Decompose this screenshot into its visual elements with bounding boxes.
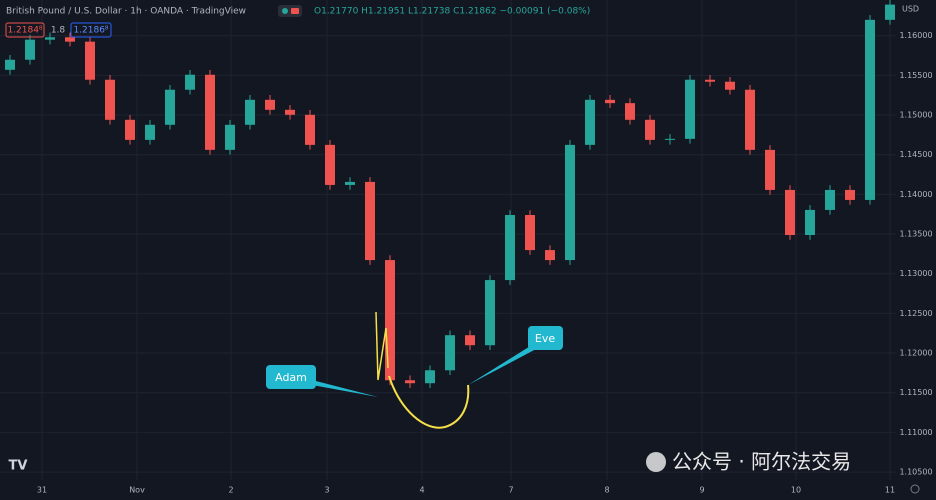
sell-button[interactable] [5,22,45,38]
y-tick-label: 1.14500 [899,150,932,159]
currency[interactable]: USD [902,5,919,14]
logo: TV [9,459,28,474]
candle-body [5,59,15,70]
candle-body [825,189,835,210]
candle-body [745,89,755,150]
candle-body [405,380,415,384]
watermark-icon [646,452,666,472]
buy-button[interactable] [70,22,112,38]
drawing-curve [388,375,470,429]
candle-body [265,99,275,110]
candle-body [365,181,375,261]
candle-body [805,209,815,236]
candle-body [85,41,95,80]
spread: 1.8 [51,26,66,36]
x-tick-label: 9 [699,486,704,495]
candles [5,0,895,388]
x-tick-label: 8 [604,486,609,495]
candle-body [385,260,395,381]
candle-body [245,99,255,125]
sell-price[interactable]: 1.2184⁸ [7,26,42,36]
candle-body [545,250,555,261]
candle-body [165,89,175,125]
x-tick-label: 31 [37,486,47,495]
candle-body [225,124,235,150]
candle-body [525,215,535,251]
candle-body [105,79,115,120]
candle-body [785,189,795,236]
candle-body [585,99,595,145]
y-tick-label: 1.11000 [899,428,932,437]
candle-body [185,74,195,90]
candle-body [325,144,335,185]
x-tick-label: 4 [419,486,424,495]
candle-body [625,103,635,120]
axes: 1.10500 1.11000 1.11500 1.12000 1.12500 1.130… [37,31,933,494]
candle-body [25,39,35,60]
candle-body [845,189,855,200]
y-tick-label: 1.12500 [899,309,932,318]
y-tick-label: 1.13500 [899,230,932,239]
callout-pointer [312,380,378,397]
y-tick-label: 1.11500 [899,388,932,397]
candle-body [125,119,135,140]
candle-body [725,81,735,90]
y-tick-label: 1.12000 [899,349,932,358]
candle-body [425,370,435,384]
annotation: Eve [535,332,555,345]
callout-pointer [468,345,538,385]
candle-body [765,149,775,190]
chart-title: British Pound / U.S. Dollar · 1h · OANDA… [6,7,246,17]
candle-body [505,215,515,281]
candle-body [145,124,155,140]
candle-body [565,144,575,261]
status-dot [282,8,288,14]
candle-body [285,109,295,115]
candle-body [45,37,55,40]
x-tick-label: 2 [228,486,233,495]
grid [0,0,900,480]
status-icon [291,8,299,14]
candle-body [65,37,75,42]
x-tick-label: 10 [791,486,801,495]
x-tick-label: 11 [885,486,895,495]
settings-icon[interactable] [910,484,920,494]
candle-body [645,119,655,140]
buy-price[interactable]: 1.2186⁸ [73,26,108,36]
y-tick-label: 1.15500 [899,71,932,80]
y-tick-label: 1.13000 [899,269,932,278]
callout-box [528,326,563,350]
candle-body [205,74,215,150]
callout-box [266,365,316,389]
y-tick-label: 1.10500 [899,468,932,477]
annotation: Adam [275,371,307,384]
candle-body [885,4,895,20]
drawing-stroke [375,311,389,381]
x-tick-label: 3 [324,486,329,495]
candle-body [305,114,315,145]
x-tick-label: Nov [129,486,145,495]
candle-body [705,79,715,82]
candle-body [685,79,695,139]
candle-body [865,19,875,200]
price-axis [896,0,936,500]
candle-body [485,280,495,346]
y-tick-label: 1.15000 [899,111,932,120]
candle-body [345,181,355,185]
x-tick-label: 7 [508,486,513,495]
y-tick-label: 1.16000 [899,31,932,40]
header-quote: O1.21770 H1.21951 L1.21738 C1.21862 −0.0… [314,7,590,17]
candle-body [605,99,615,104]
y-tick-label: 1.14000 [899,190,932,199]
candle-body [665,138,675,140]
watermark: 公众号 · 阿尔法交易 [672,450,851,474]
time-axis [0,481,936,500]
candle-body [445,335,455,371]
candle-body [465,335,475,346]
